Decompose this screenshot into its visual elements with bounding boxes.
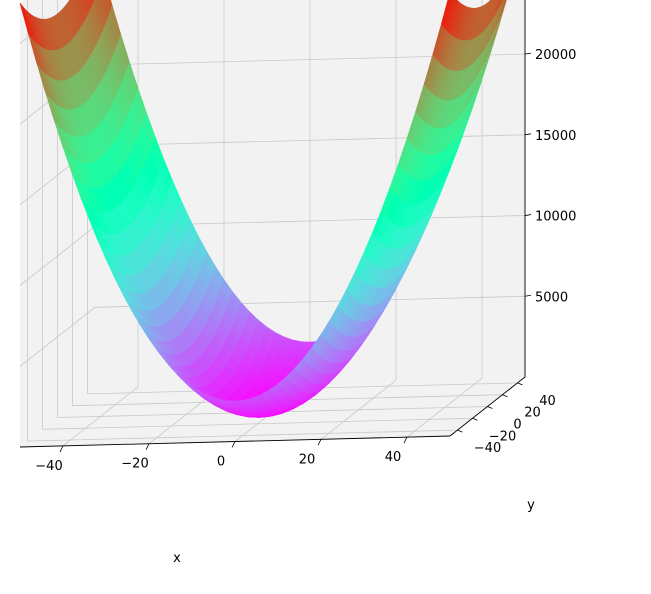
x-tick-label: −40 xyxy=(35,459,62,474)
y-axis-label: y xyxy=(527,498,535,513)
z-tick-mark xyxy=(524,133,532,136)
x-tick-label: 20 xyxy=(299,452,316,467)
surface-plot xyxy=(19,0,507,418)
x-tick-label: 0 xyxy=(217,455,225,470)
surface-patch xyxy=(441,0,451,27)
y-tick-mark xyxy=(517,382,523,386)
y-tick-label: −20 xyxy=(489,429,516,444)
y-tick-label: 20 xyxy=(524,406,541,421)
z-tick-label: 20000 xyxy=(535,48,576,63)
y-tick-label: −40 xyxy=(474,441,501,456)
z-tick-label: 15000 xyxy=(535,129,576,144)
z-tick-label: 10000 xyxy=(535,210,576,225)
z-tick-mark xyxy=(524,214,532,216)
y-tick-mark xyxy=(457,429,463,433)
y-tick-mark xyxy=(472,417,478,421)
grid-line-y xyxy=(42,417,473,430)
surface-patch xyxy=(501,0,503,3)
x-tick-label: 40 xyxy=(385,450,402,465)
x-tick-label: −20 xyxy=(121,457,148,472)
y-tick-label: 40 xyxy=(539,394,556,409)
y-tick-mark xyxy=(487,406,493,409)
x-tick-mark xyxy=(231,441,236,448)
x-axis-label: x xyxy=(173,551,181,566)
x-tick-mark xyxy=(317,439,322,446)
x-tick-mark xyxy=(403,436,408,444)
y-tick-label: 0 xyxy=(513,418,521,433)
x-tick-mark xyxy=(145,443,150,450)
z-tick-mark xyxy=(524,294,532,297)
z-tick-label: 5000 xyxy=(535,290,568,305)
y-tick-mark xyxy=(502,394,508,398)
grid-line-y xyxy=(27,429,458,442)
axis-ticks: −40 −20 0 20 40−40−2002040500010000150002000… xyxy=(35,48,576,474)
x-tick-mark xyxy=(59,445,64,453)
z-tick-mark xyxy=(524,52,532,55)
